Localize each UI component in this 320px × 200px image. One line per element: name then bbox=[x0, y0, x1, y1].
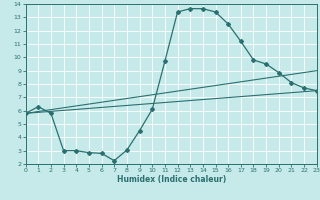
X-axis label: Humidex (Indice chaleur): Humidex (Indice chaleur) bbox=[116, 175, 226, 184]
